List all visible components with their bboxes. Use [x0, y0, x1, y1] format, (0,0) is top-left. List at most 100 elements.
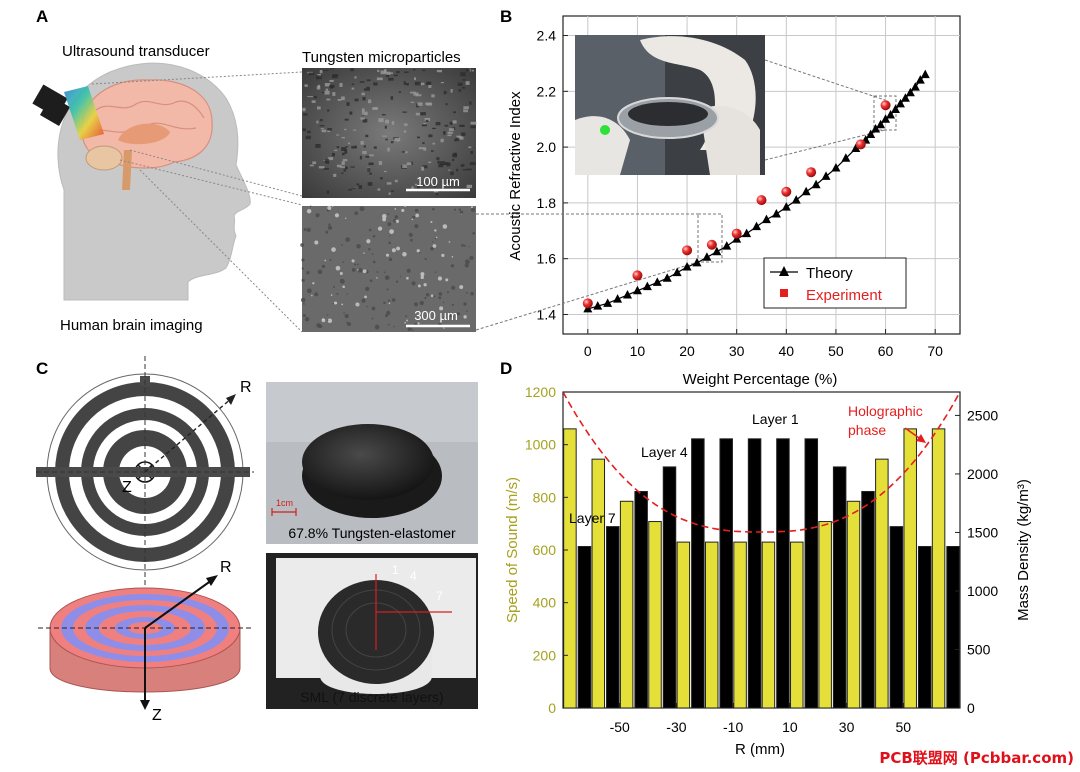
speed-bar [931, 428, 946, 708]
sem-grain [325, 230, 329, 234]
sem-grain [388, 192, 391, 195]
sem-grain [446, 180, 452, 184]
sem-grain [445, 278, 449, 282]
sem-grain [318, 324, 323, 329]
sem-grain [371, 253, 374, 255]
sem-grain [325, 88, 329, 91]
sem-grain [418, 251, 421, 254]
plot-d-xlabel: R (mm) [735, 741, 785, 758]
experiment-point [582, 298, 593, 309]
sem-grain [422, 142, 425, 145]
sem-grain [303, 227, 307, 231]
sem-grain [423, 123, 427, 125]
sem-grain [331, 152, 336, 157]
sem-grain [469, 101, 472, 105]
sem-grain [342, 261, 344, 263]
sem-grain [341, 147, 347, 151]
sem-grain [384, 125, 387, 129]
theory-point [876, 119, 886, 129]
sem-grain [442, 317, 445, 319]
sem-grain [456, 312, 460, 316]
density-bar [691, 438, 705, 708]
sem-grain [324, 259, 327, 262]
sem-grain [345, 146, 349, 148]
sem-grain [382, 135, 387, 137]
sem-grain [410, 101, 415, 103]
sem-grain [465, 259, 470, 265]
sem-grain [408, 232, 413, 237]
sem-grain [425, 119, 429, 122]
sem-grain [449, 313, 454, 318]
sem-grain [463, 244, 466, 247]
panel-a: A Ultrasound transducer Tungsten micropa… [32, 7, 477, 334]
sem-grain [389, 229, 394, 234]
y-tick-label-right: 0 [967, 700, 975, 716]
theory-point [761, 214, 771, 224]
sem-grain [324, 159, 330, 164]
theory-point [831, 163, 841, 172]
sem-grain [469, 162, 476, 166]
sem-grain [344, 166, 348, 170]
x-tick-label: -30 [666, 719, 686, 735]
sem-grain [371, 306, 376, 311]
sem-grain [452, 158, 455, 162]
sem-grain [335, 265, 341, 271]
sem-grain [428, 134, 433, 138]
sem-grain [434, 229, 437, 232]
density-bar [917, 545, 932, 708]
lens-top-view: R Z [36, 356, 254, 600]
sem-grain [430, 294, 434, 298]
sem-grain [373, 82, 378, 86]
sem-grain [354, 98, 359, 102]
annotation-layer-4: Layer 4 [641, 444, 688, 460]
theory-point [886, 110, 896, 119]
sem-grain [333, 301, 337, 305]
sem-grain [333, 173, 337, 177]
sem-grain [465, 81, 470, 85]
sem-grain [404, 321, 406, 324]
particles-label: Tungsten microparticles [302, 49, 461, 66]
sem-grain [333, 285, 336, 289]
inset-photo-hands [575, 35, 765, 175]
axis-z-top: Z [122, 479, 132, 496]
sem-grain [337, 99, 342, 101]
density-bar [634, 490, 648, 708]
sem-grain [385, 314, 389, 318]
sem-grain [457, 82, 463, 86]
sem-grain [468, 246, 470, 248]
sem-grain [457, 136, 464, 140]
y-tick-label: 2.2 [537, 83, 557, 99]
sem-image-top: 100 µm [302, 68, 477, 198]
sem-grain [452, 153, 458, 158]
sem-grain [341, 172, 344, 174]
density-bar [577, 545, 592, 708]
sem-grain [311, 100, 316, 103]
sem-grain [315, 143, 321, 148]
sem-grain [343, 312, 345, 314]
sem-grain [301, 258, 305, 262]
theory-point [905, 87, 915, 97]
experiment-point [632, 270, 643, 281]
sem-grain [391, 121, 395, 125]
sem-grain [461, 87, 466, 89]
sem-grain [470, 206, 474, 209]
sem-grain [332, 302, 335, 305]
sem-grain [414, 302, 419, 307]
sem-grain [373, 146, 377, 149]
sem-grain [394, 208, 397, 210]
sem-grain [438, 164, 444, 168]
sem-grain [416, 136, 420, 139]
sem-grain [439, 306, 444, 311]
sem-grain [387, 213, 390, 215]
sem-grain [376, 271, 379, 273]
sem-grain [327, 225, 333, 230]
sem-grain [430, 246, 434, 251]
sem-grain [406, 162, 412, 165]
theory-point [652, 277, 662, 286]
sem-grain [334, 149, 338, 152]
sem-grain [458, 89, 462, 92]
density-bar [606, 526, 620, 708]
x-tick-label: -10 [723, 719, 743, 735]
sem-grain [442, 301, 445, 304]
sem-grain [440, 138, 444, 143]
